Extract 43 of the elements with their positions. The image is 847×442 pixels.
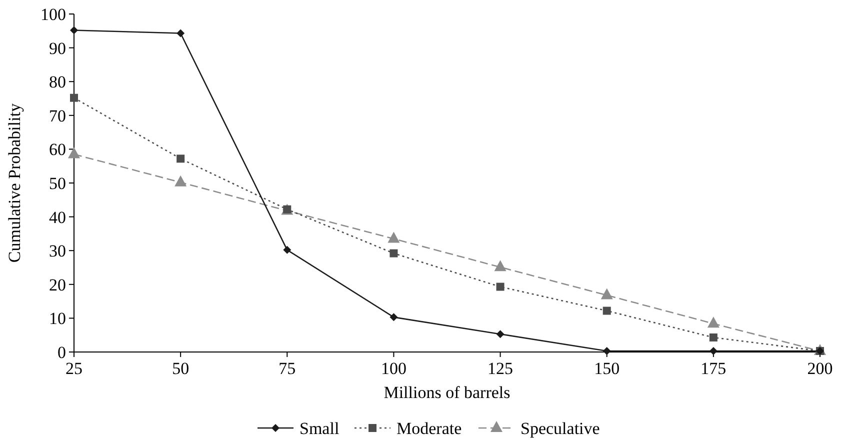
point — [283, 246, 292, 254]
y-tick-label: 10 — [49, 309, 66, 328]
point — [496, 330, 504, 338]
x-axis-title: Millions of barrels — [384, 383, 510, 402]
y-axis-title: Cumulative Probability — [5, 102, 24, 263]
y-tick-label: 90 — [49, 38, 66, 58]
y-tick-label: 60 — [49, 140, 66, 160]
point — [174, 175, 187, 186]
point — [600, 288, 613, 300]
x-tick-label: 100 — [380, 359, 406, 378]
y-tick-label: 30 — [49, 242, 66, 261]
y-tick-label: 80 — [49, 72, 66, 92]
x-tick-label: 125 — [488, 359, 514, 378]
x-tick-label: 200 — [807, 359, 833, 378]
y-tick-label: 50 — [49, 174, 66, 193]
x-tick-label: 50 — [172, 359, 190, 378]
x-tick-label: 75 — [278, 359, 296, 378]
point — [70, 26, 78, 34]
y-tick-label: 40 — [49, 208, 66, 227]
point — [390, 249, 398, 258]
point — [496, 282, 504, 291]
y-tick-label: 100 — [40, 4, 66, 24]
point — [709, 333, 718, 342]
point — [388, 232, 400, 243]
x-tick-label: 150 — [594, 359, 620, 378]
point — [176, 154, 185, 163]
point — [494, 260, 506, 272]
point — [709, 346, 718, 355]
y-tick-label: 20 — [49, 275, 66, 294]
x-tick-label: 175 — [700, 359, 726, 378]
y-tick-label: 0 — [58, 342, 66, 362]
y-tick-label: 70 — [49, 106, 66, 126]
point — [70, 94, 78, 102]
legend-label: Small — [300, 418, 340, 438]
legend-label: Speculative — [520, 418, 600, 438]
x-tick-label: 25 — [66, 359, 82, 378]
legend-label: Moderate — [396, 418, 462, 438]
point — [390, 313, 398, 322]
point — [602, 346, 611, 355]
point — [602, 306, 611, 315]
point — [68, 147, 80, 158]
point — [707, 316, 720, 328]
point — [176, 29, 185, 38]
